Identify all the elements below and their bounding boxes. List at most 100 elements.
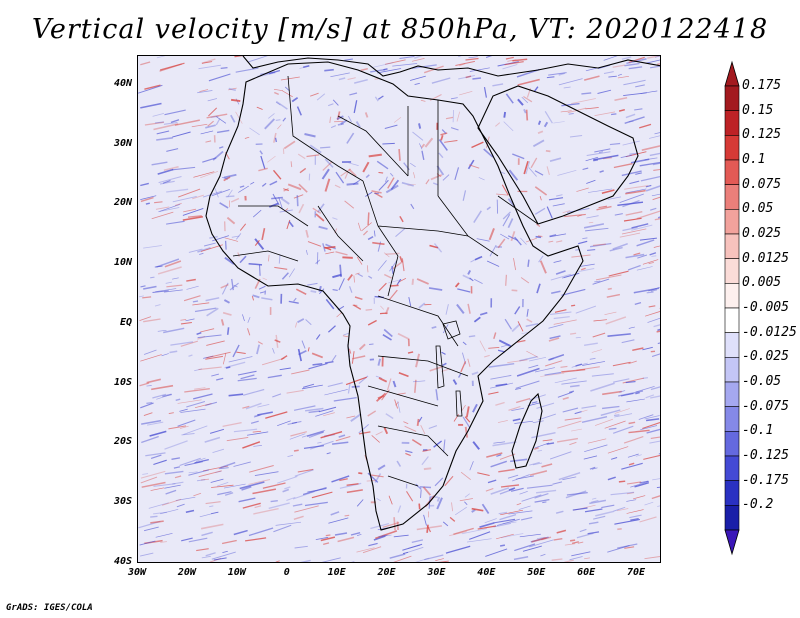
updraft-streak bbox=[644, 556, 660, 560]
downdraft-streak bbox=[544, 110, 553, 124]
downdraft-streak bbox=[151, 161, 168, 166]
updraft-streak bbox=[287, 183, 302, 191]
updraft-streak bbox=[220, 319, 225, 326]
updraft-streak bbox=[280, 355, 288, 361]
downdraft-streak bbox=[153, 511, 167, 515]
downdraft-streak bbox=[145, 452, 166, 457]
updraft-streak bbox=[545, 149, 551, 153]
downdraft-streak bbox=[353, 179, 360, 185]
downdraft-streak bbox=[358, 424, 370, 434]
downdraft-streak bbox=[224, 240, 227, 250]
downdraft-streak bbox=[578, 240, 588, 245]
colorbar-label: 0.1 bbox=[742, 152, 766, 167]
x-tick-label: 0 bbox=[283, 567, 290, 578]
downdraft-streak bbox=[626, 398, 645, 403]
downdraft-streak bbox=[196, 457, 206, 462]
updraft-streak bbox=[192, 194, 204, 200]
downdraft-streak bbox=[186, 285, 199, 290]
downdraft-streak bbox=[294, 545, 308, 549]
map-panel bbox=[137, 55, 661, 563]
downdraft-streak bbox=[508, 510, 533, 515]
downdraft-streak bbox=[490, 374, 512, 380]
downdraft-streak bbox=[154, 265, 163, 268]
downdraft-streak bbox=[485, 548, 508, 557]
updraft-streak bbox=[564, 543, 576, 546]
updraft-streak bbox=[546, 166, 550, 176]
downdraft-streak bbox=[238, 497, 256, 503]
downdraft-streak bbox=[549, 234, 557, 237]
updraft-streak bbox=[414, 379, 417, 393]
updraft-streak bbox=[323, 542, 330, 546]
downdraft-streak bbox=[549, 335, 561, 340]
updraft-streak bbox=[469, 164, 480, 169]
downdraft-streak bbox=[508, 169, 519, 181]
downdraft-streak bbox=[209, 428, 225, 434]
downdraft-streak bbox=[613, 506, 626, 512]
downdraft-streak bbox=[382, 142, 395, 145]
updraft-streak bbox=[486, 452, 503, 458]
downdraft-streak bbox=[546, 76, 555, 79]
updraft-streak bbox=[435, 558, 444, 562]
updraft-streak bbox=[274, 266, 288, 270]
downdraft-streak bbox=[209, 505, 214, 508]
downdraft-streak bbox=[601, 504, 615, 509]
downdraft-streak bbox=[557, 169, 577, 176]
downdraft-streak bbox=[250, 181, 255, 185]
updraft-streak bbox=[248, 479, 271, 485]
downdraft-streak bbox=[148, 502, 169, 509]
downdraft-streak bbox=[621, 56, 632, 60]
updraft-streak bbox=[617, 75, 629, 79]
downdraft-streak bbox=[310, 440, 334, 450]
downdraft-streak bbox=[484, 518, 497, 524]
updraft-streak bbox=[201, 61, 213, 64]
updraft-streak bbox=[353, 275, 355, 283]
downdraft-streak bbox=[293, 405, 316, 411]
updraft-streak bbox=[648, 305, 656, 308]
updraft-streak bbox=[531, 537, 547, 543]
updraft-streak bbox=[174, 119, 200, 126]
africa-coastline bbox=[205, 61, 584, 531]
updraft-streak bbox=[523, 160, 529, 175]
downdraft-streak bbox=[188, 248, 203, 253]
updraft-streak bbox=[388, 495, 393, 505]
downdraft-streak bbox=[157, 168, 174, 175]
downdraft-streak bbox=[172, 195, 197, 203]
downdraft-streak bbox=[318, 225, 328, 230]
updraft-streak bbox=[653, 245, 660, 248]
updraft-streak bbox=[336, 312, 342, 318]
downdraft-streak bbox=[216, 481, 229, 487]
downdraft-streak bbox=[645, 394, 655, 399]
downdraft-streak bbox=[264, 290, 267, 295]
updraft-streak bbox=[205, 501, 221, 505]
downdraft-streak bbox=[395, 228, 406, 238]
downdraft-streak bbox=[640, 90, 658, 94]
downdraft-streak bbox=[508, 487, 516, 491]
downdraft-streak bbox=[636, 239, 655, 247]
downdraft-streak bbox=[504, 318, 513, 330]
downdraft-streak bbox=[166, 188, 189, 193]
downdraft-streak bbox=[333, 397, 357, 402]
downdraft-streak bbox=[544, 371, 562, 376]
updraft-streak bbox=[500, 484, 520, 488]
downdraft-streak bbox=[215, 118, 221, 126]
updraft-streak bbox=[230, 98, 241, 103]
downdraft-streak bbox=[233, 461, 251, 467]
updraft-streak bbox=[375, 431, 383, 436]
downdraft-streak bbox=[376, 498, 381, 502]
downdraft-streak bbox=[146, 401, 153, 405]
downdraft-streak bbox=[511, 407, 525, 412]
downdraft-streak bbox=[356, 533, 362, 536]
downdraft-streak bbox=[247, 316, 251, 323]
downdraft-streak bbox=[247, 56, 268, 63]
downdraft-streak bbox=[212, 448, 225, 454]
downdraft-streak bbox=[293, 297, 297, 302]
downdraft-streak bbox=[152, 113, 165, 117]
downdraft-streak bbox=[371, 62, 394, 69]
downdraft-streak bbox=[635, 172, 642, 175]
downdraft-streak bbox=[556, 194, 563, 197]
updraft-streak bbox=[346, 483, 359, 486]
updraft-streak bbox=[429, 365, 443, 372]
updraft-streak bbox=[471, 507, 484, 512]
downdraft-streak bbox=[620, 392, 634, 397]
downdraft-streak bbox=[374, 96, 379, 102]
